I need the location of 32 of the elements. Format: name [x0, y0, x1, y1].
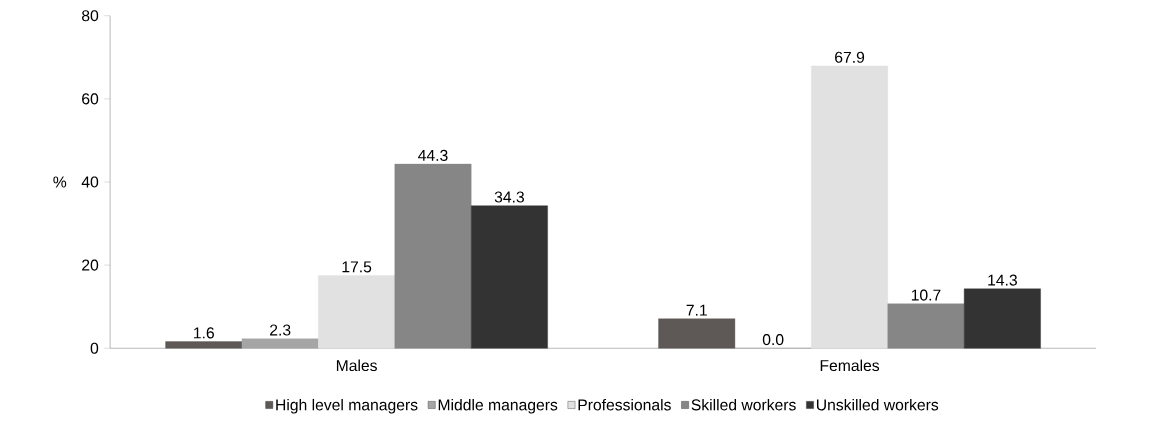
data-label: 34.3 — [494, 191, 524, 203]
bar — [165, 341, 243, 349]
y-tick-label: 40 — [81, 176, 99, 188]
bar — [241, 338, 319, 349]
data-label: 1.6 — [194, 327, 214, 339]
y-tick-label: 20 — [82, 259, 99, 271]
legend-label: Middle managers — [438, 398, 558, 414]
legend-label: Skilled workers — [691, 398, 796, 411]
x-tick-label: Females — [820, 359, 880, 371]
x-tick-label: Males — [336, 359, 377, 371]
data-label: 7.1 — [686, 304, 707, 316]
bar — [318, 275, 395, 349]
y-tick-label: 0 — [90, 342, 99, 354]
legend-label: Unskilled workers — [816, 398, 939, 411]
data-label: 0.0 — [762, 333, 784, 345]
data-label: 10.7 — [911, 289, 941, 301]
bar — [887, 303, 965, 349]
y-tick-label: 80 — [82, 9, 99, 22]
data-label: 2.3 — [270, 324, 291, 336]
legend-label: High level managers — [276, 398, 418, 414]
bar — [811, 65, 888, 349]
legend-label: Professionals — [578, 398, 671, 411]
y-tick-label: 60 — [82, 93, 99, 105]
data-label: 17.5 — [342, 261, 372, 273]
bar — [394, 163, 472, 349]
data-label: 67.9 — [835, 51, 865, 63]
bar — [963, 288, 1041, 349]
bar — [658, 318, 736, 349]
y-axis-title: % — [53, 176, 67, 188]
data-label: 44.3 — [418, 149, 448, 161]
data-label: 14.3 — [988, 274, 1017, 286]
bar — [471, 205, 548, 349]
